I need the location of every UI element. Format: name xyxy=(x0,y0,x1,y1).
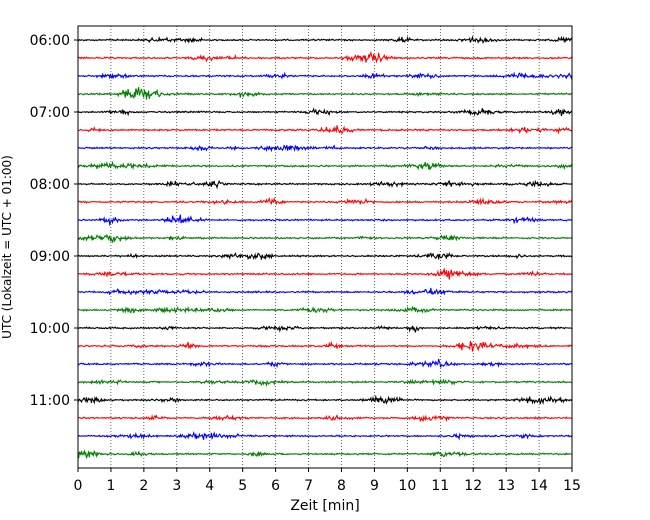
trace-0945 xyxy=(77,306,573,314)
trace-1100 xyxy=(77,394,573,405)
seismic-traces xyxy=(77,35,573,460)
trace-1130 xyxy=(77,431,573,441)
y-tick-label: 08:00 xyxy=(30,177,70,193)
x-axis-ticks: 0 1 2 3 4 5 6 7 8 9 10 11 12 13 14 15 xyxy=(74,468,581,494)
x-tick-label: 5 xyxy=(238,478,247,494)
x-tick-label: 4 xyxy=(205,478,214,494)
trace-0600 xyxy=(77,35,573,45)
x-tick-label: 1 xyxy=(106,478,115,494)
trace-0715 xyxy=(77,125,573,135)
trace-0615 xyxy=(77,50,573,64)
x-tick-label: 3 xyxy=(172,478,181,494)
x-tick-label: 10 xyxy=(398,478,416,494)
y-axis-label: UTC (Lokalzeit = UTC + 01:00) xyxy=(0,155,14,339)
trace-1115 xyxy=(77,413,573,423)
trace-0800 xyxy=(77,179,573,190)
trace-1145 xyxy=(77,449,573,460)
x-tick-label: 8 xyxy=(337,478,346,494)
x-tick-label: 6 xyxy=(271,478,280,494)
trace-0915 xyxy=(77,267,573,280)
trace-0630 xyxy=(77,71,573,80)
trace-0930 xyxy=(77,287,573,296)
x-tick-label: 12 xyxy=(464,478,482,494)
x-tick-label: 11 xyxy=(431,478,449,494)
y-tick-label: 10:00 xyxy=(30,321,70,337)
y-tick-label: 11:00 xyxy=(30,393,70,409)
x-tick-label: 0 xyxy=(74,478,83,494)
trace-0745 xyxy=(77,160,573,171)
y-axis-ticks: 06:00 07:00 08:00 09:00 10:00 11:00 xyxy=(30,33,78,409)
x-tick-label: 9 xyxy=(370,478,379,494)
plot-frame xyxy=(77,25,573,469)
y-tick-label: 07:00 xyxy=(30,105,70,121)
trace-1030 xyxy=(77,358,573,369)
trace-1045 xyxy=(77,378,573,388)
x-tick-label: 2 xyxy=(139,478,148,494)
y-tick-label: 09:00 xyxy=(30,249,70,265)
trace-1015 xyxy=(77,340,573,352)
trace-0845 xyxy=(77,233,573,243)
plot-area xyxy=(78,26,572,468)
x-tick-label: 13 xyxy=(497,478,515,494)
trace-0900 xyxy=(77,251,573,261)
trace-0730 xyxy=(77,144,573,153)
trace-0830 xyxy=(77,214,573,227)
trace-1000 xyxy=(77,324,573,333)
x-tick-label: 14 xyxy=(530,478,548,494)
x-tick-label: 15 xyxy=(563,478,581,494)
y-tick-label: 06:00 xyxy=(30,33,70,49)
x-tick-label: 7 xyxy=(304,478,313,494)
trace-0700 xyxy=(77,107,573,117)
x-axis-label: Zeit [min] xyxy=(290,498,359,514)
trace-0815 xyxy=(77,196,573,206)
trace-0645 xyxy=(77,87,573,100)
